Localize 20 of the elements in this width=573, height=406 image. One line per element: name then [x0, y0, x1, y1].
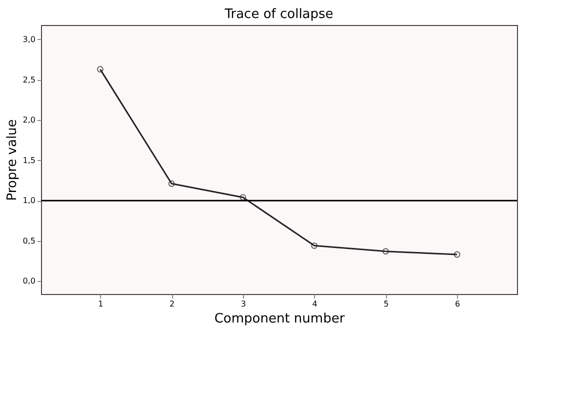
y-tick-label: 3,0	[22, 34, 36, 44]
y-tick-label: 0,0	[22, 276, 36, 286]
x-tick-label: 2	[170, 300, 175, 308]
y-tick-label: 1,5	[22, 156, 36, 165]
x-tick-label: 5	[384, 300, 389, 308]
x-tick-label: 1	[98, 300, 104, 308]
chart-title: Trace of collapse	[224, 7, 334, 22]
y-tick-label: 2,5	[22, 75, 36, 84]
x-tick-label: 6	[455, 300, 460, 308]
y-tick-label: 2,0	[22, 116, 36, 125]
point	[311, 242, 318, 249]
x-axis-title: Component number	[214, 312, 346, 326]
x-tick-label: 4	[312, 300, 318, 308]
point	[168, 180, 175, 187]
y-tick-label: 0,5	[22, 236, 36, 246]
point	[382, 248, 389, 255]
y-tick-label: 1,0	[22, 196, 36, 206]
x-tick-label: 3	[240, 300, 246, 308]
point	[240, 194, 246, 201]
y-axis-title: Propre value	[4, 119, 20, 201]
